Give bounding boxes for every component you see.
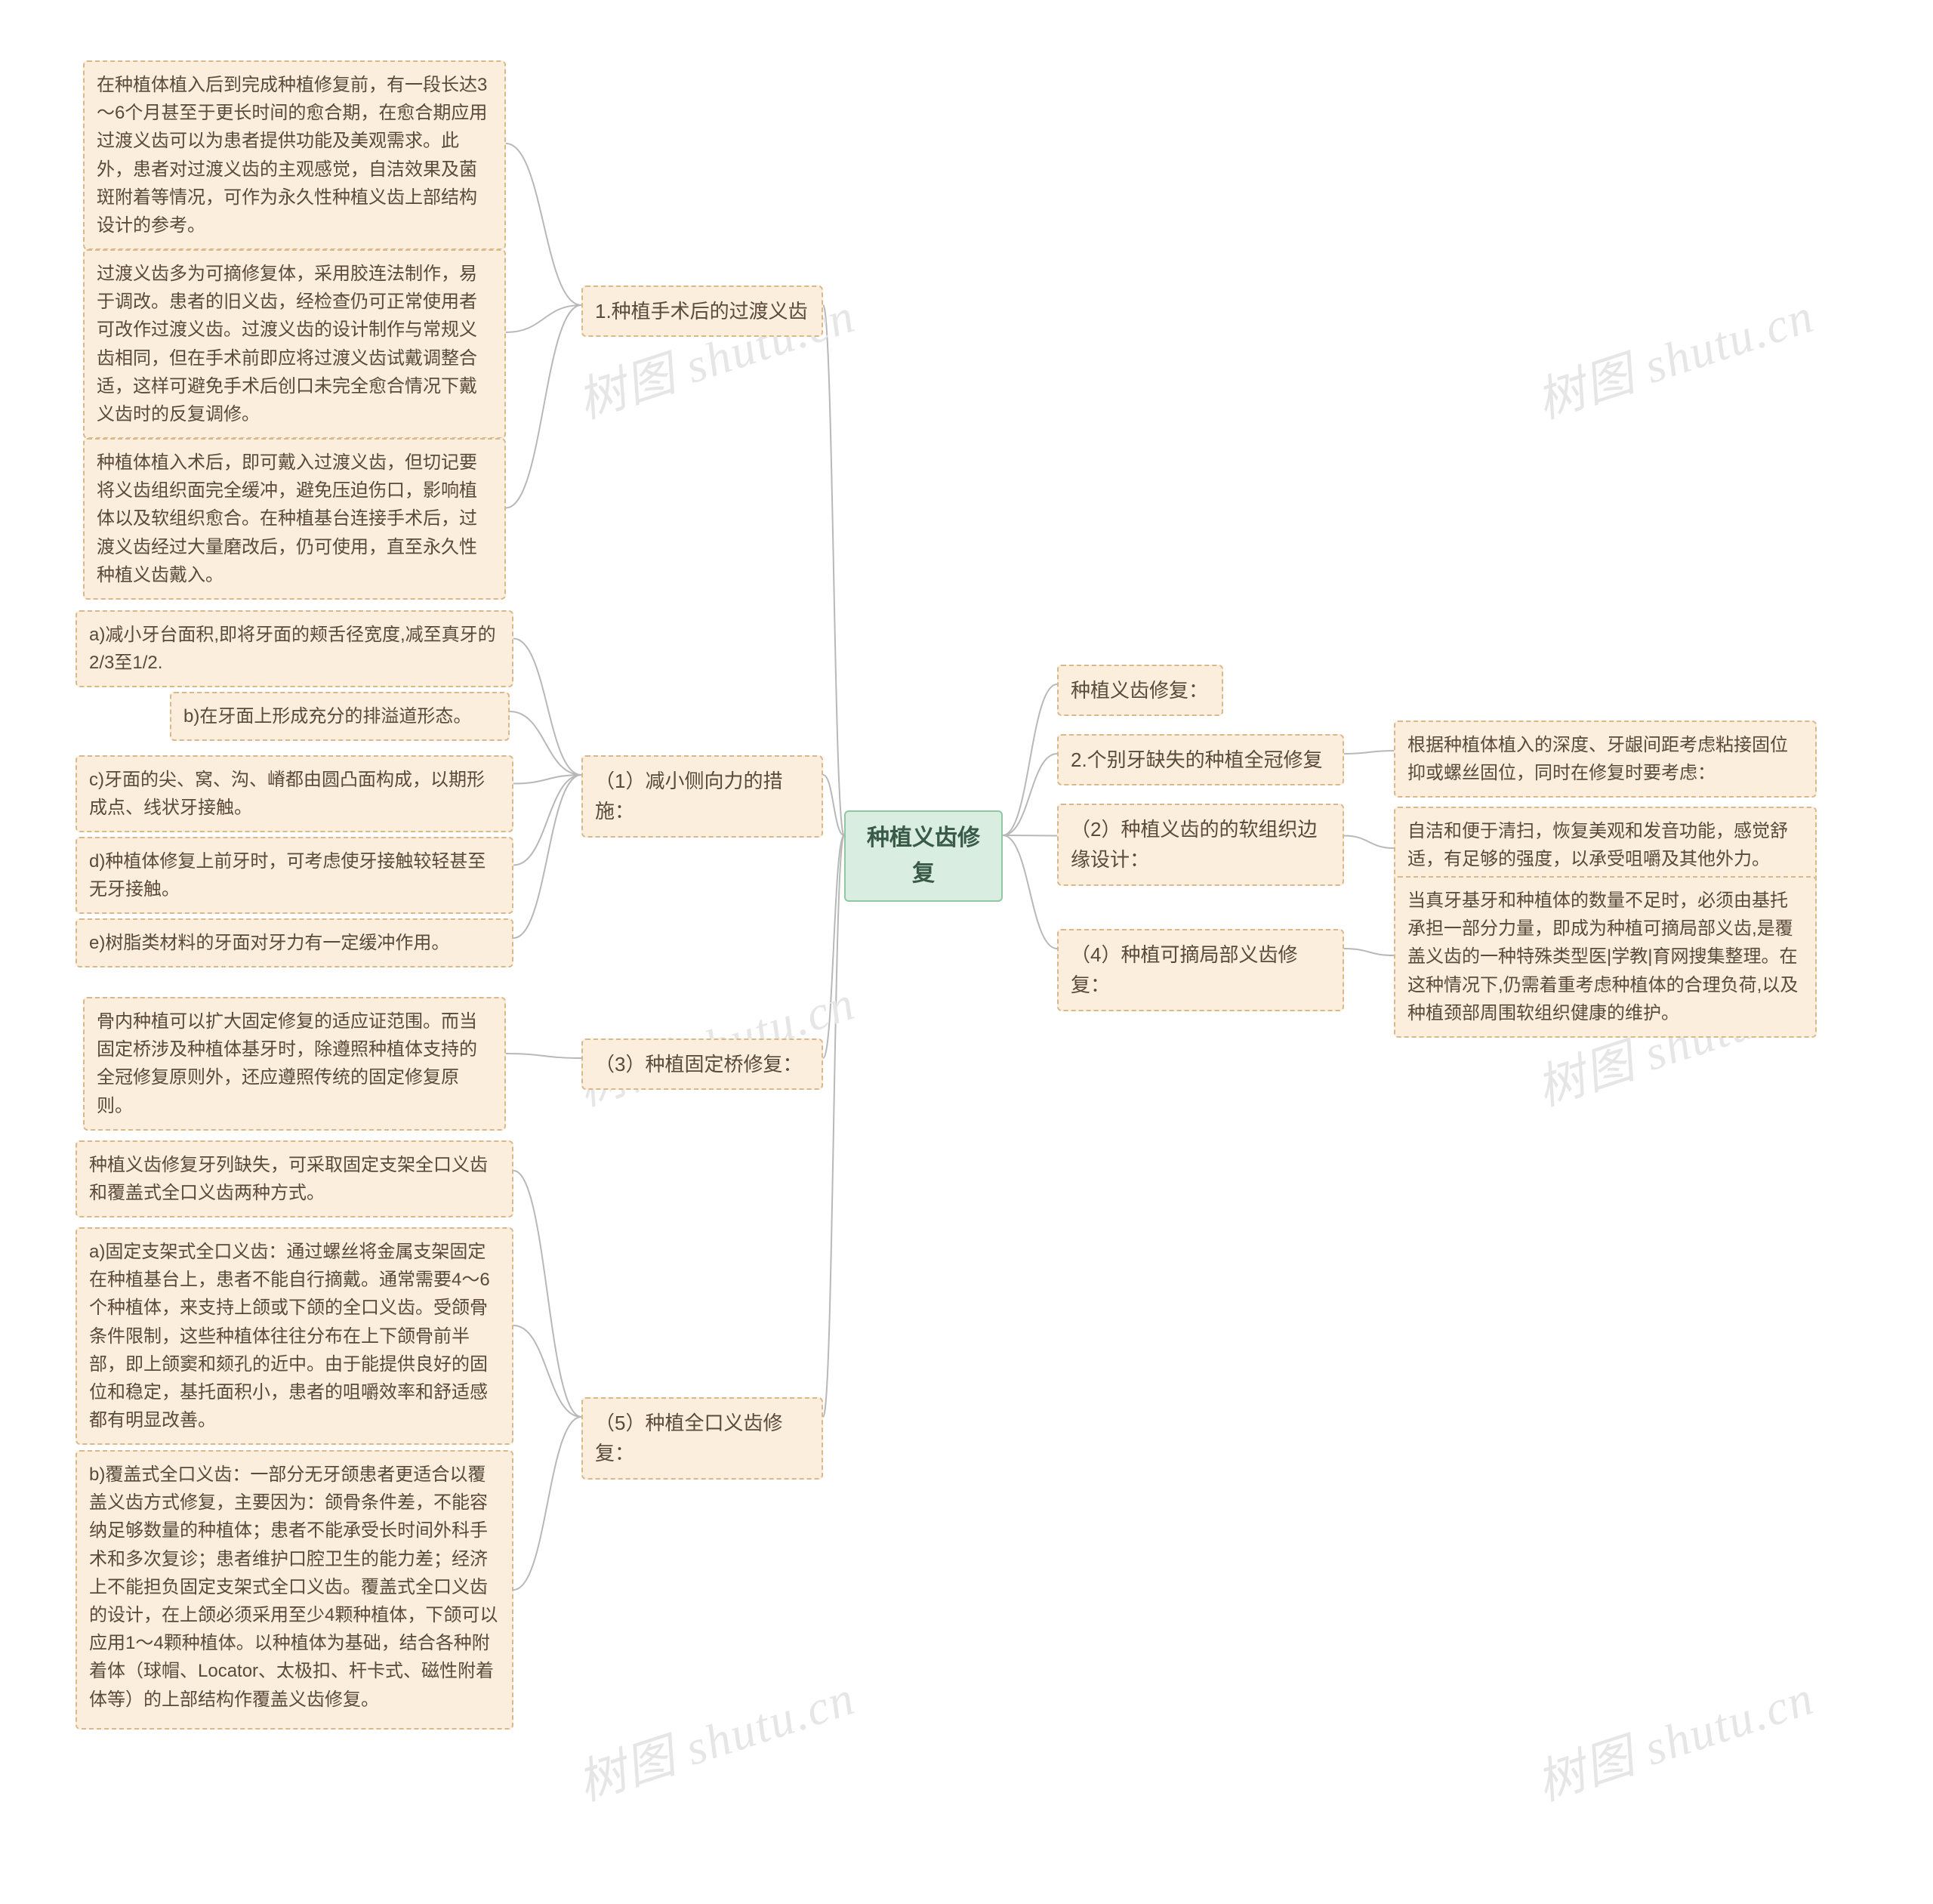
leaf-node: d)种植体修复上前牙时，可考虑使牙接触较轻甚至无牙接触。 [76, 837, 513, 914]
leaf-node: 骨内种植可以扩大固定修复的适应证范围。而当固定桥涉及种植体基牙时，除遵照种植体支… [83, 997, 506, 1131]
leaf-node: b)在牙面上形成充分的排溢道形态。 [170, 692, 510, 741]
main-node: （2）种植义齿的的软组织边缘设计： [1057, 804, 1344, 886]
main-node: 2.个别牙缺失的种植全冠修复 [1057, 734, 1344, 785]
root-node: 种植义齿修复 [844, 810, 1003, 902]
leaf-node: e)树脂类材料的牙面对牙力有一定缓冲作用。 [76, 918, 513, 967]
leaf-node: a)减小牙台面积,即将牙面的颊舌径宽度,减至真牙的2/3至1/2. [76, 610, 513, 687]
main-node: （5）种植全口义齿修复： [581, 1397, 823, 1480]
leaf-node: 当真牙基牙和种植体的数量不足时，必须由基托承担一部分力量，即成为种植可摘局部义齿… [1394, 876, 1817, 1038]
watermark: 树图 shutu.cn [1527, 277, 1822, 432]
leaf-node: 种植义齿修复牙列缺失，可采取固定支架全口义齿和覆盖式全口义齿两种方式。 [76, 1140, 513, 1217]
leaf-node: b)覆盖式全口义齿：一部分无牙颌患者更适合以覆盖义齿方式修复，主要因为：颌骨条件… [76, 1450, 513, 1730]
watermark: 树图 shutu.cn [568, 1659, 863, 1814]
main-node: 1.种植手术后的过渡义齿 [581, 285, 823, 337]
leaf-node: 种植体植入术后，即可戴入过渡义齿，但切记要将义齿组织面完全缓冲，避免压迫伤口，影… [83, 438, 506, 600]
leaf-node: 根据种植体植入的深度、牙龈间距考虑粘接固位抑或螺丝固位，同时在修复时要考虑： [1394, 721, 1817, 798]
leaf-node: a)固定支架式全口义齿：通过螺丝将金属支架固定在种植基台上，患者不能自行摘戴。通… [76, 1227, 513, 1445]
leaf-node: c)牙面的尖、窝、沟、嵴都由圆凸面构成，以期形成点、线状牙接触。 [76, 755, 513, 832]
main-node: 种植义齿修复： [1057, 665, 1223, 716]
main-node: （1）减小侧向力的措施： [581, 755, 823, 838]
watermark: 树图 shutu.cn [1527, 1659, 1822, 1814]
main-node: （4）种植可摘局部义齿修复： [1057, 929, 1344, 1011]
leaf-node: 过渡义齿多为可摘修复体，采用胶连法制作，易于调改。患者的旧义齿，经检查仍可正常使… [83, 249, 506, 439]
leaf-node: 在种植体植入后到完成种植修复前，有一段长达3～6个月甚至于更长时间的愈合期，在愈… [83, 60, 506, 250]
main-node: （3）种植固定桥修复： [581, 1038, 823, 1090]
